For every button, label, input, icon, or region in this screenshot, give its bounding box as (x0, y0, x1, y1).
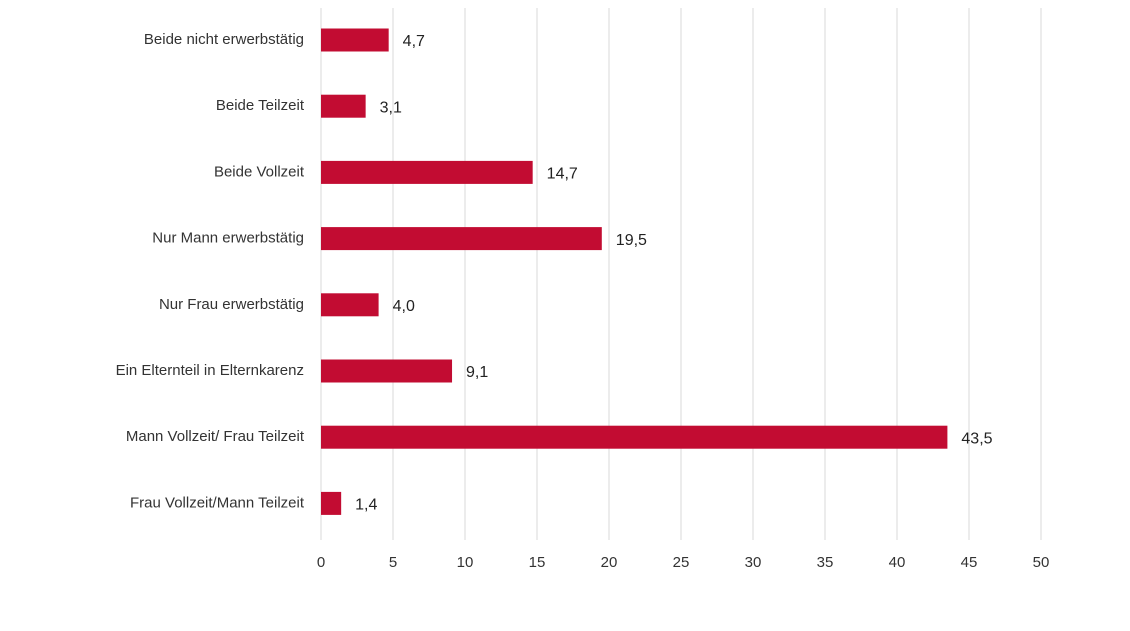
category-label: Nur Frau erwerbstätig (159, 296, 304, 313)
x-tick-label: 40 (889, 554, 906, 571)
data-label: 43,5 (961, 430, 992, 447)
data-label: 4,7 (403, 33, 425, 50)
bar (321, 227, 602, 251)
category-label: Mann Vollzeit/ Frau Teilzeit (126, 428, 305, 445)
x-tick-label: 0 (317, 554, 325, 571)
x-tick-label: 15 (529, 554, 546, 571)
data-label: 9,1 (466, 364, 488, 381)
bar (321, 94, 366, 118)
bar (321, 160, 533, 184)
gridlines (320, 8, 1042, 540)
category-label: Beide nicht erwerbstätig (144, 31, 304, 48)
bars (321, 28, 948, 515)
x-tick-label: 25 (673, 554, 690, 571)
x-tick-label: 20 (601, 554, 618, 571)
bar (321, 491, 342, 515)
data-label: 19,5 (616, 232, 647, 249)
bar (321, 359, 453, 383)
data-label: 14,7 (547, 166, 578, 183)
bar (321, 293, 379, 317)
category-label: Beide Teilzeit (216, 97, 305, 114)
x-tick-label: 45 (961, 554, 978, 571)
x-tick-label: 10 (457, 554, 474, 571)
x-tick-label: 30 (745, 554, 762, 571)
x-axis-tick-labels: 0 5 10 15 20 25 30 35 40 45 50 (317, 554, 1050, 571)
data-label: 1,4 (355, 497, 377, 514)
data-labels: 4,7 3,1 14,7 19,5 4,0 9,1 43,5 1,4 (355, 33, 992, 513)
category-label: Nur Mann erwerbstätig (152, 230, 304, 247)
data-label: 4,0 (393, 298, 415, 315)
category-label: Ein Elternteil in Elternkarenz (116, 362, 304, 379)
category-label: Frau Vollzeit/Mann Teilzeit (130, 494, 305, 511)
data-label: 3,1 (380, 99, 402, 116)
x-tick-label: 35 (817, 554, 834, 571)
category-labels: Beide nicht erwerbstätig Beide Teilzeit Be… (116, 31, 305, 511)
bar (321, 425, 948, 449)
x-tick-label: 5 (389, 554, 397, 571)
bar (321, 28, 389, 52)
x-tick-label: 50 (1033, 554, 1050, 571)
category-label: Beide Vollzeit (214, 163, 305, 180)
